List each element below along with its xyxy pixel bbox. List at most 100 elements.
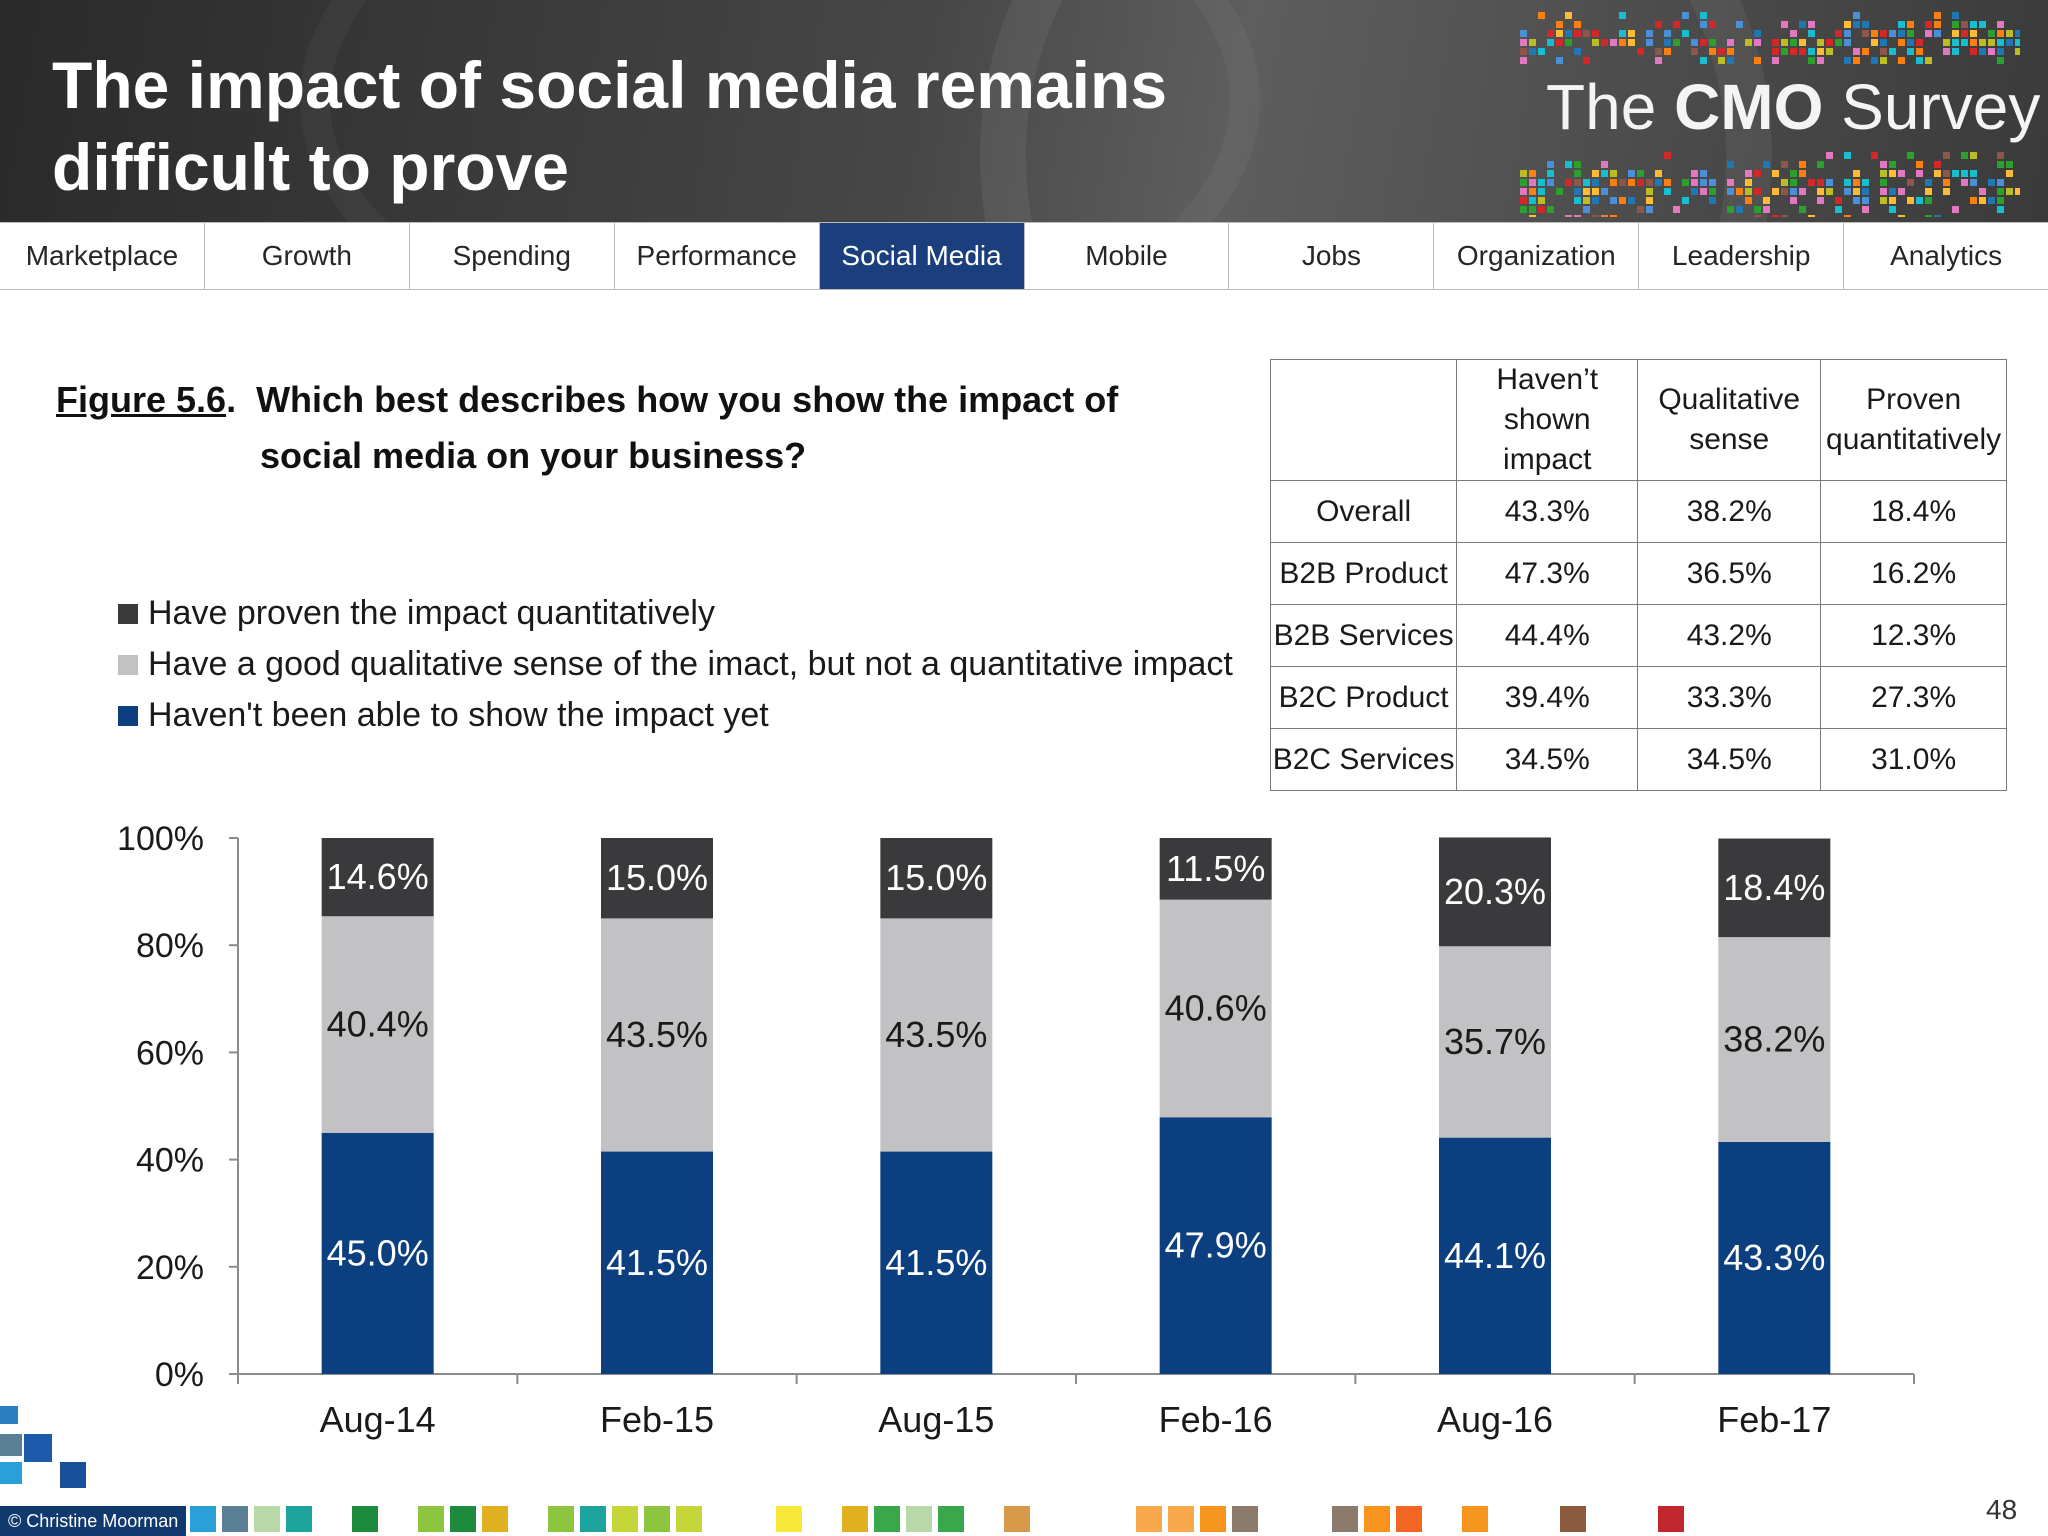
logo-pixel xyxy=(1592,188,1599,195)
tab-mobile[interactable]: Mobile xyxy=(1025,223,1230,289)
logo-pixel xyxy=(1934,12,1941,19)
logo-pixel xyxy=(1952,39,1959,46)
legend-item-not-shown: Haven't been able to show the impact yet xyxy=(118,690,1233,741)
logo-pixel xyxy=(1925,188,1932,195)
logo-pixel xyxy=(1745,197,1752,204)
logo-pixel xyxy=(1907,30,1914,37)
logo-pixel xyxy=(1799,39,1806,46)
logo-pixel xyxy=(1934,215,1941,217)
logo-pixel xyxy=(1520,57,1527,64)
footer-block xyxy=(1658,1506,1684,1532)
logo-pixel xyxy=(1709,48,1716,55)
logo-pixel xyxy=(1844,152,1851,159)
logo-pixel xyxy=(1646,197,1653,204)
logo-pixel xyxy=(1889,30,1896,37)
footer-block xyxy=(776,1506,802,1532)
logo-pixel xyxy=(1817,48,1824,55)
y-tick-label: 100% xyxy=(117,820,204,858)
logo-pixel xyxy=(1547,170,1554,177)
bar-segment xyxy=(880,1151,993,1374)
logo-pixel xyxy=(1943,179,1950,186)
logo-pixel xyxy=(1583,30,1590,37)
logo-pixel xyxy=(1790,170,1797,177)
logo-pixel xyxy=(1898,30,1905,37)
tab-analytics[interactable]: Analytics xyxy=(1890,240,2003,271)
tab-marketplace[interactable]: Marketplace xyxy=(0,223,205,289)
data-label: 40.4% xyxy=(327,1004,429,1045)
logo-pixel xyxy=(1664,179,1671,186)
bar-segment xyxy=(321,1132,434,1374)
data-label: 41.5% xyxy=(606,1242,708,1283)
logo-pixel xyxy=(1628,197,1635,204)
bar-segment xyxy=(321,916,434,1133)
footer-block xyxy=(482,1506,508,1532)
y-tick-label: 40% xyxy=(136,1142,204,1180)
logo-pixel xyxy=(1889,197,1896,204)
logo-pixel xyxy=(1790,179,1797,186)
logo-pixel xyxy=(1997,57,2004,64)
logo-pixel xyxy=(1565,39,1572,46)
logo-pixel xyxy=(1700,21,1707,28)
logo-pixel xyxy=(1844,21,1851,28)
logo-pixel xyxy=(1709,188,1716,195)
logo-pixel xyxy=(1961,39,1968,46)
logo-pixel xyxy=(1520,197,1527,204)
logo-pixel xyxy=(1565,179,1572,186)
footer-block xyxy=(1168,1506,1194,1532)
data-label: 20.3% xyxy=(1444,871,1546,912)
data-label: 41.5% xyxy=(885,1242,987,1283)
logo-pixel xyxy=(1925,179,1932,186)
logo-pixel xyxy=(1628,179,1635,186)
logo-pixel xyxy=(1655,57,1662,64)
logo-pixel xyxy=(1844,57,1851,64)
logo-pixel xyxy=(1637,48,1644,55)
tab-spending[interactable]: Spending xyxy=(410,223,615,289)
logo-pixel xyxy=(1547,206,1554,213)
footer-block xyxy=(612,1506,638,1532)
logo-pixel xyxy=(1781,215,1788,217)
cmo-survey-logo-pattern xyxy=(1520,12,2020,217)
logo-pixel xyxy=(1799,170,1806,177)
logo-pixel xyxy=(1970,21,1977,28)
logo-pixel xyxy=(1610,179,1617,186)
legend-swatch xyxy=(118,705,138,726)
logo-pixel xyxy=(1601,215,1608,217)
logo-pixel xyxy=(1997,197,2004,204)
data-label: 18.4% xyxy=(1723,867,1825,908)
logo-pixel xyxy=(1871,152,1878,159)
logo-pixel xyxy=(1943,152,1950,159)
page-title: The impact of social media remains diffi… xyxy=(52,48,1168,204)
logo-pixel xyxy=(1979,48,1986,55)
tab-social-media[interactable]: Social Media xyxy=(819,223,1025,289)
tab-performance[interactable]: Performance xyxy=(615,223,820,289)
logo-pixel xyxy=(1538,48,1545,55)
table-cell: 34.5% xyxy=(1456,728,1639,791)
logo-pixel xyxy=(1736,21,1743,28)
logo-pixel xyxy=(1817,179,1824,186)
logo-pixel xyxy=(1844,215,1851,217)
tab-jobs[interactable]: Jobs xyxy=(1229,223,1435,289)
logo-pixel xyxy=(1601,39,1608,46)
logo-pixel xyxy=(1520,206,1527,213)
bar-segment xyxy=(321,838,434,917)
logo-pixel xyxy=(1754,215,1761,217)
logo-pixel xyxy=(1907,39,1914,46)
logo-pixel xyxy=(1538,206,1545,213)
logo-pixel xyxy=(1862,30,1869,37)
logo-pixel xyxy=(1826,39,1833,46)
logo-pixel xyxy=(1880,30,1887,37)
footer-block xyxy=(450,1506,476,1532)
logo-pixel xyxy=(1619,197,1626,204)
tab-leadership[interactable]: Leadership xyxy=(1639,223,1845,289)
tab-organization[interactable]: Organization xyxy=(1434,223,1640,289)
tab-growth[interactable]: Growth xyxy=(205,223,410,289)
footer-block xyxy=(0,1462,22,1484)
logo-pixel xyxy=(1529,179,1536,186)
data-label: 11.5% xyxy=(1166,848,1265,889)
table-row: B2B Services 44.4% 43.2% 12.3% xyxy=(1269,604,2007,667)
logo-pixel xyxy=(1871,39,1878,46)
data-label: 43.5% xyxy=(606,1014,708,1055)
logo-pixel xyxy=(1763,161,1770,168)
logo-pixel xyxy=(1952,48,1959,55)
section-tabs: Marketplace Growth Spending Performance … xyxy=(0,222,2048,290)
